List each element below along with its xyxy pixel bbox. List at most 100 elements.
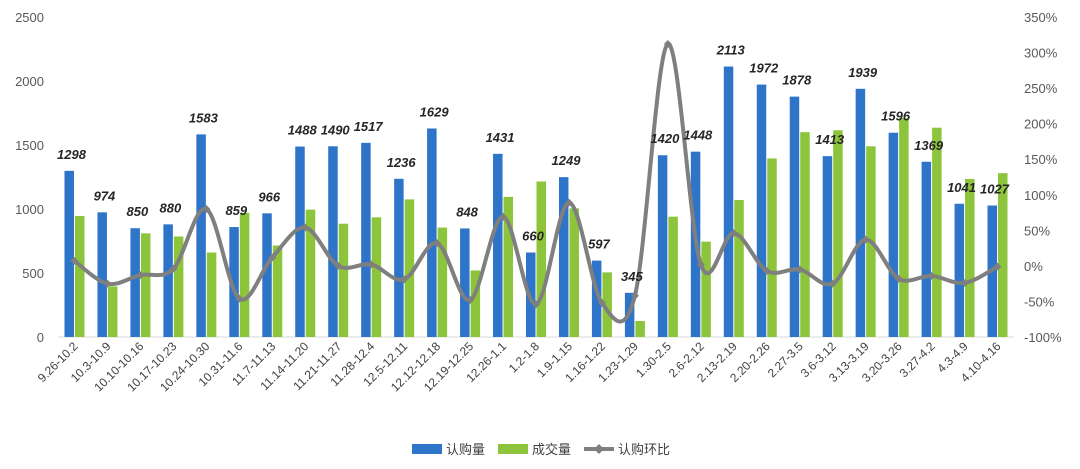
category-label: 2.27-3.5 bbox=[765, 339, 806, 380]
left-tick-label: 2000 bbox=[15, 74, 44, 89]
bar-subscription bbox=[789, 96, 800, 337]
data-label: 1420 bbox=[650, 131, 680, 146]
bars bbox=[64, 66, 1008, 338]
right-tick-label: 50% bbox=[1024, 223, 1050, 238]
bar-subscription bbox=[493, 153, 503, 337]
right-tick-label: 150% bbox=[1024, 152, 1058, 167]
ratio-marker bbox=[696, 260, 705, 269]
ratio-marker bbox=[960, 278, 969, 287]
data-label: 848 bbox=[456, 204, 478, 219]
legend-swatch-transaction bbox=[498, 444, 528, 454]
bar-subscription bbox=[130, 228, 140, 337]
data-label: 1878 bbox=[782, 73, 812, 88]
category-label: 1.30-2.5 bbox=[633, 339, 674, 380]
data-label: 1629 bbox=[420, 104, 450, 119]
data-label: 1448 bbox=[683, 128, 713, 143]
bar-transaction bbox=[734, 200, 744, 337]
right-tick-label: 300% bbox=[1024, 46, 1058, 61]
bar-transaction bbox=[833, 130, 843, 337]
data-label: 880 bbox=[160, 200, 182, 215]
bar-transaction bbox=[602, 272, 612, 337]
legend-label-ratio: 认购环比 bbox=[618, 442, 670, 458]
bar-subscription bbox=[394, 178, 404, 337]
bar-subscription bbox=[97, 212, 107, 337]
bar-transaction bbox=[470, 270, 481, 337]
left-tick-label: 500 bbox=[22, 266, 44, 281]
data-label: 1369 bbox=[914, 138, 944, 153]
data-label: 1249 bbox=[552, 153, 582, 168]
data-label: 597 bbox=[588, 237, 610, 252]
bar-subscription bbox=[262, 213, 272, 337]
data-label: 1972 bbox=[749, 61, 779, 76]
ratio-marker bbox=[663, 40, 672, 49]
ratio-marker bbox=[729, 229, 738, 238]
bar-subscription bbox=[657, 155, 668, 337]
ratio-marker bbox=[334, 261, 343, 270]
ratio-marker bbox=[762, 266, 771, 275]
bar-subscription bbox=[427, 128, 437, 337]
bar-subscription bbox=[328, 146, 338, 337]
bar-transaction bbox=[965, 178, 975, 337]
ratio-marker bbox=[400, 275, 409, 284]
bar-transaction bbox=[305, 209, 316, 337]
bar-transaction bbox=[74, 216, 85, 337]
ratio-marker bbox=[630, 291, 639, 300]
legend-label-transaction: 成交量 bbox=[532, 442, 571, 458]
bar-transaction bbox=[371, 217, 382, 337]
ratio-marker bbox=[301, 223, 310, 232]
data-label: 1431 bbox=[486, 130, 515, 145]
bar-subscription bbox=[163, 224, 173, 337]
right-tick-label: 100% bbox=[1024, 188, 1058, 203]
ratio-marker bbox=[894, 274, 903, 283]
left-tick-label: 0 bbox=[37, 330, 44, 345]
ratio-marker bbox=[927, 271, 936, 280]
ratio-marker bbox=[235, 294, 244, 303]
ratio-marker bbox=[861, 235, 870, 244]
ratio-marker bbox=[367, 260, 376, 269]
bar-subscription bbox=[822, 156, 833, 337]
category-labels: 9.26-10.210.3-10.910.10-10.1610.17-10.23… bbox=[35, 339, 1004, 394]
ratio-marker bbox=[136, 271, 145, 280]
data-label: 660 bbox=[522, 229, 544, 244]
bar-subscription bbox=[954, 203, 965, 337]
legend: 认购量 成交量 认购环比 bbox=[412, 442, 670, 458]
ratio-marker bbox=[532, 300, 540, 309]
left-axis: 0 500 1000 1500 2000 2500 bbox=[15, 10, 1014, 345]
data-label: 1298 bbox=[57, 147, 87, 162]
bar-transaction bbox=[503, 196, 514, 337]
bar-subscription bbox=[921, 161, 932, 337]
ratio-marker bbox=[103, 279, 112, 288]
bar-transaction bbox=[767, 158, 777, 337]
bar-subscription bbox=[295, 146, 305, 337]
ratio-marker bbox=[597, 298, 606, 307]
bar-transaction bbox=[173, 236, 184, 337]
ratio-marker bbox=[993, 262, 1002, 271]
data-label: 1413 bbox=[815, 132, 845, 147]
data-label: 1939 bbox=[848, 65, 878, 80]
data-label: 1488 bbox=[288, 123, 318, 138]
bar-transaction bbox=[569, 208, 579, 337]
bar-transaction bbox=[239, 212, 250, 337]
legend-swatch-subscription bbox=[412, 444, 442, 454]
bar-transaction bbox=[404, 199, 415, 337]
data-label: 1596 bbox=[881, 109, 911, 124]
right-tick-label: 250% bbox=[1024, 81, 1058, 96]
ratio-marker bbox=[795, 265, 804, 274]
bar-subscription bbox=[229, 227, 239, 337]
bar-subscription bbox=[558, 177, 569, 337]
right-tick-label: -100% bbox=[1024, 330, 1062, 345]
bar-transaction bbox=[932, 127, 942, 337]
bar-subscription bbox=[756, 84, 767, 337]
category-label: 3.27-4.2 bbox=[897, 339, 938, 380]
bar-transaction bbox=[800, 132, 810, 337]
left-tick-label: 2500 bbox=[15, 10, 44, 25]
bar-transaction bbox=[437, 227, 448, 337]
legend-label-subscription: 认购量 bbox=[446, 442, 485, 458]
left-tick-label: 1500 bbox=[15, 138, 44, 153]
bar-transaction bbox=[338, 223, 349, 337]
ratio-marker bbox=[499, 212, 508, 221]
bar-transaction bbox=[536, 181, 546, 337]
bar-subscription bbox=[723, 66, 734, 337]
data-labels: 1298 974 850 880 1583 859 966 1488 1490 1517 1236 1… bbox=[57, 43, 1010, 284]
